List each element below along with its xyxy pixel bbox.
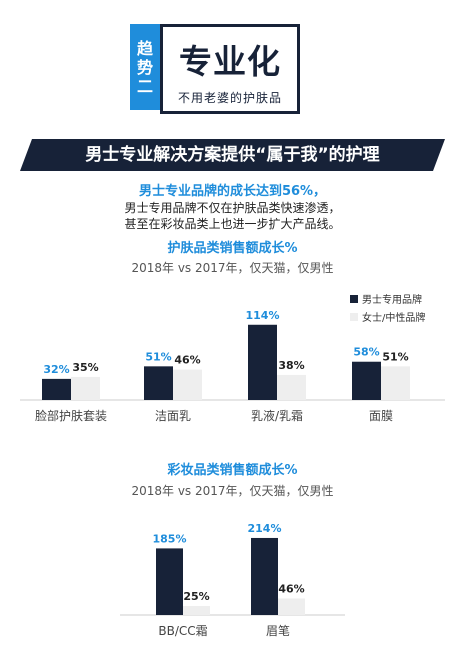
data-label-female-2: 38% [278,359,304,372]
chart1-title: 护肤品类销售额成长% [167,241,298,256]
page-subtitle: 不用老婆的护肤品 [177,91,282,105]
bar-male-0 [42,378,71,400]
data-label-male-1: 51% [145,350,171,363]
bar-female-2 [277,374,306,400]
summary-headline: 男士专业品牌的成长达到56%， [138,184,327,199]
banner-text: 男士专业解决方案提供“属于我”的护理 [85,145,380,165]
bar-male-3 [352,361,381,400]
bar-male-1 [144,366,173,400]
bar-female-1 [173,369,202,400]
data-label-female-0: 25% [183,590,209,603]
chart1-legend: 男士专用品牌 女士/中性品牌 [350,291,425,324]
data-label-female-1: 46% [174,354,200,367]
category-label-1: 眉笔 [266,623,290,638]
bar-male-0 [156,548,183,615]
category-label-3: 面膜 [369,409,393,423]
page-title: 专业化 [179,42,281,81]
bar-male-1 [251,537,278,615]
data-label-female-1: 46% [278,582,304,595]
category-label-1: 洁面乳 [155,409,191,423]
data-label-male-1: 214% [248,522,282,535]
legend-swatch-male [350,294,358,303]
summary-line-2: 甚至在彩妆品类上也进一步扩大产品线。 [124,217,341,231]
title-box: 专业化 不用老婆的护肤品 [160,24,300,114]
data-label-male-2: 114% [246,309,280,322]
summary-line-1: 男士专用品牌不仅在护肤品类快速渗透， [124,201,341,215]
data-label-male-3: 58% [353,346,379,359]
legend-label-male: 男士专用品牌 [362,295,422,306]
category-label-0: 脸部护肤套装 [35,408,107,423]
category-label-0: BB/CC霜 [158,624,207,638]
banner: 男士专业解决方案提供“属于我”的护理 [20,139,445,171]
chart2-subtitle: 2018年 vs 2017年，仅天猫，仅男性 [131,484,334,498]
trend-tag: 趋势 二 [130,24,160,110]
legend-item-male: 男士专用品牌 [350,291,425,306]
trend-tag-line2: 二 [136,76,153,96]
bar-female-0 [183,606,210,615]
data-label-male-0: 32% [43,363,69,376]
banner-shape [20,139,445,171]
bar-female-1 [278,598,305,615]
data-label-male-0: 185% [153,532,187,545]
category-label-2: 乳液/乳霜 [251,408,303,423]
data-label-female-0: 35% [72,361,98,374]
chart2-title: 彩妆品类销售额成长% [167,463,298,478]
chart1-subtitle: 2018年 vs 2017年，仅天猫，仅男性 [131,261,334,275]
legend-label-female: 女士/中性品牌 [362,313,426,324]
bar-male-2 [248,324,277,400]
legend-swatch-female [350,312,358,321]
bar-female-0 [71,376,100,400]
bar-female-3 [381,366,410,400]
legend-item-female: 女士/中性品牌 [350,309,425,324]
data-label-female-3: 51% [382,350,408,363]
trend-tag-line1: 趋势 [136,38,153,77]
